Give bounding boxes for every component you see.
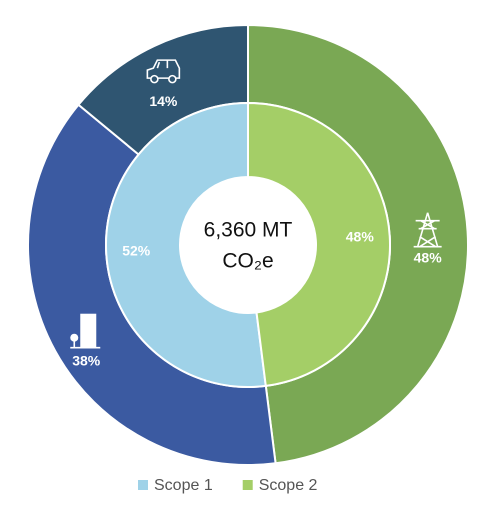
legend-swatch — [242, 480, 253, 490]
icon — [70, 313, 101, 349]
icon-part — [70, 333, 79, 342]
value-label: 14% — [149, 93, 178, 109]
value-label: 48% — [414, 249, 443, 265]
value-label: 52% — [122, 243, 151, 259]
legend-label: Scope 1 — [154, 477, 213, 494]
icon — [146, 59, 181, 84]
center-hole — [180, 177, 316, 313]
legend-swatch — [138, 480, 148, 490]
center-text: CO₂e — [222, 250, 273, 273]
icon-part — [70, 339, 101, 349]
legend: Scope 1 Scope 2 — [138, 477, 318, 494]
icon-part — [150, 74, 159, 84]
value-label: 48% — [346, 229, 375, 245]
value-label: 38% — [72, 352, 101, 368]
icon-part — [168, 74, 177, 84]
center-text: 6,360 MT — [204, 219, 293, 242]
icon-part — [80, 313, 97, 348]
labels: 52% 48% 48% 38% 14% — [70, 59, 443, 368]
icon — [413, 212, 442, 248]
legend-label: Scope 2 — [259, 477, 318, 494]
icon-part — [413, 212, 442, 248]
icon-part — [146, 59, 181, 79]
rings — [27, 23, 469, 466]
